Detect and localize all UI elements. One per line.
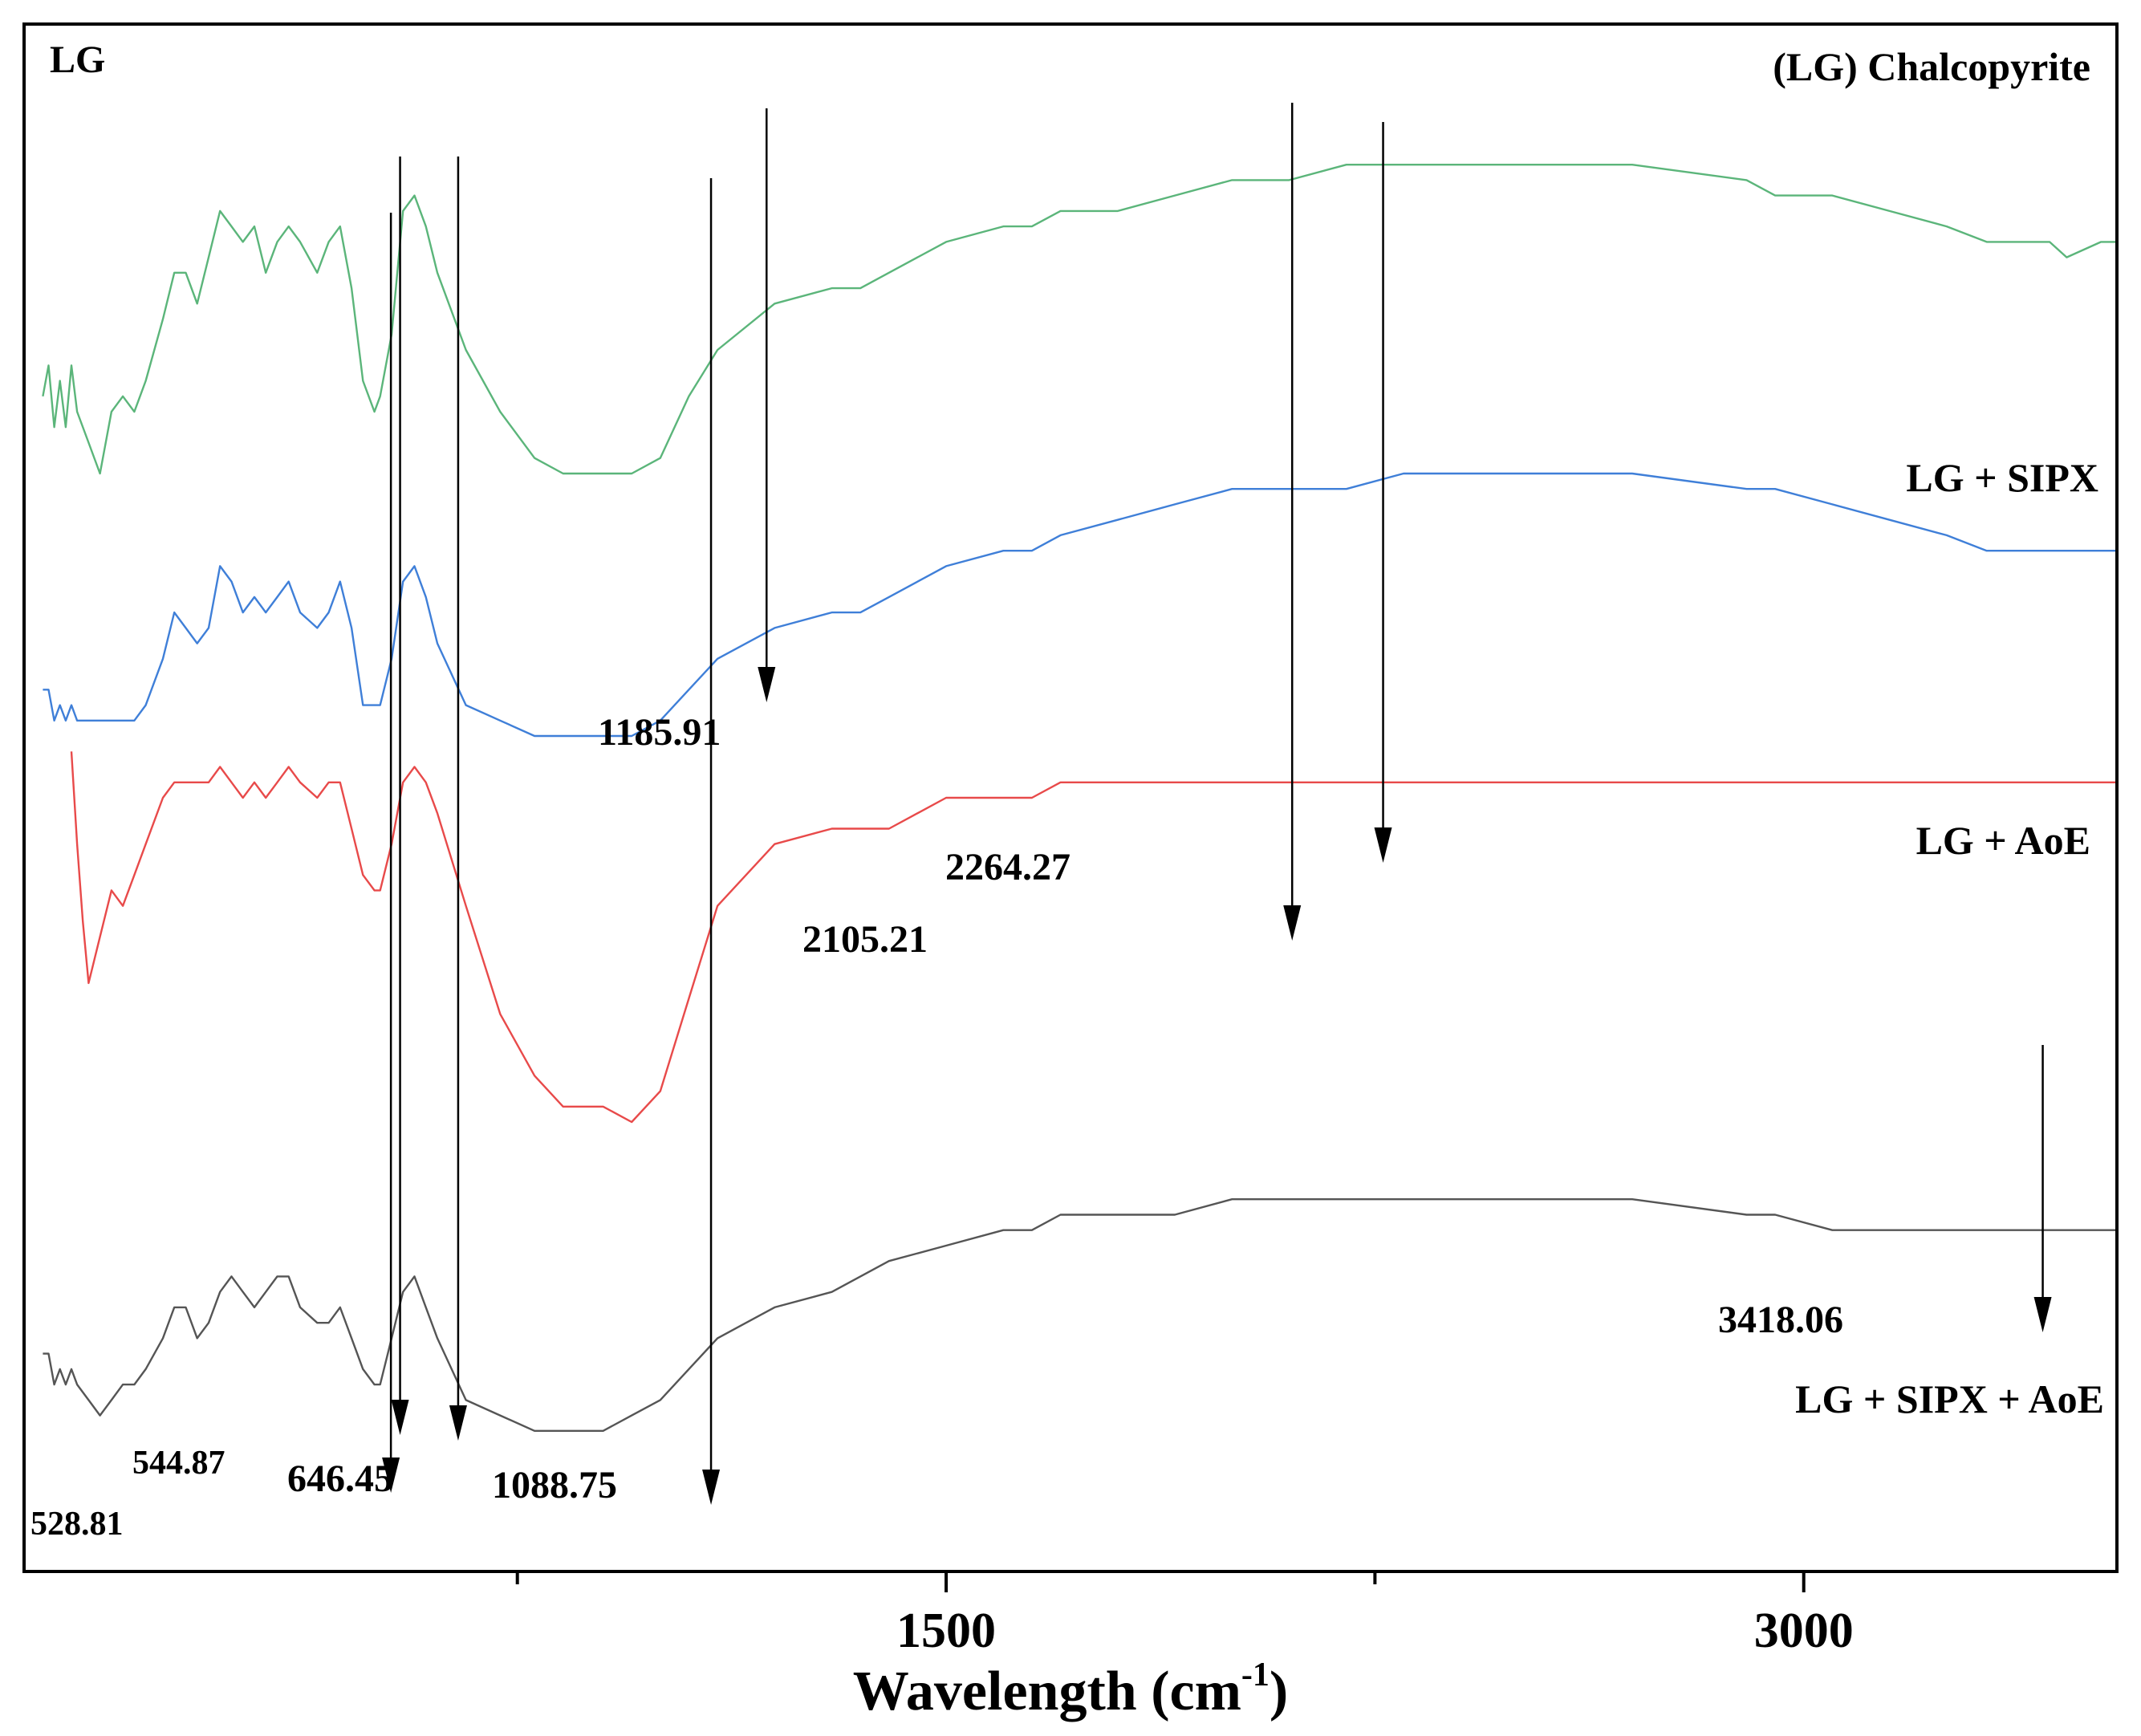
- annotation-label-3: 1088.75: [492, 1464, 617, 1506]
- x-tick-label-1: 3000: [1754, 1604, 1854, 1658]
- series-label-sipx: LG + SIPX: [1906, 455, 2098, 500]
- annotation-arrow-head-7: [2033, 1297, 2052, 1332]
- annotation-arrow-head-2: [449, 1405, 467, 1441]
- annotation-arrow-head-4: [758, 667, 776, 702]
- plot-frame: [22, 22, 2119, 1573]
- x-tick-label-0: 1500: [896, 1604, 996, 1658]
- annotation-arrow-head-1: [391, 1400, 409, 1435]
- annotation-label-2: 646.45: [287, 1458, 393, 1500]
- series-line-0: [42, 164, 2115, 475]
- chart-title: LG: [50, 39, 105, 81]
- annotation-arrow-head-0: [382, 1458, 400, 1493]
- series-line-3: [43, 1198, 2115, 1432]
- annotation-label-6: 2264.27: [945, 846, 1070, 888]
- series-label-aoe: LG + AoE: [1916, 818, 2090, 863]
- annotation-arrow-head-5: [1283, 905, 1302, 941]
- annotation-label-1: 544.87: [132, 1445, 225, 1482]
- x-axis-label: Wavelength (cm-1): [853, 1657, 1288, 1722]
- annotation-label-4: 1185.91: [598, 711, 721, 754]
- series-line-2: [70, 751, 2115, 1124]
- annotation-arrow-head-3: [702, 1470, 721, 1505]
- series-label-sipx-aoe: LG + SIPX + AoE: [1795, 1376, 2104, 1421]
- annotation-label-7: 3418.06: [1718, 1299, 1843, 1341]
- annotation-arrow-head-6: [1374, 827, 1392, 863]
- x-axis: 1500 3000: [515, 1571, 1854, 1658]
- x-axis-label-sup: -1: [1241, 1657, 1270, 1693]
- annotation-label-0: 528.81: [30, 1506, 124, 1543]
- series-label-chalcopyrite: (LG) Chalcopyrite: [1773, 44, 2090, 89]
- annotation-label-5: 2105.21: [802, 918, 928, 961]
- x-axis-label-main: Wavelength (cm: [853, 1661, 1241, 1722]
- x-axis-label-close: ): [1270, 1661, 1288, 1722]
- series-line-1: [43, 472, 2115, 738]
- series-layer: [42, 164, 2115, 1432]
